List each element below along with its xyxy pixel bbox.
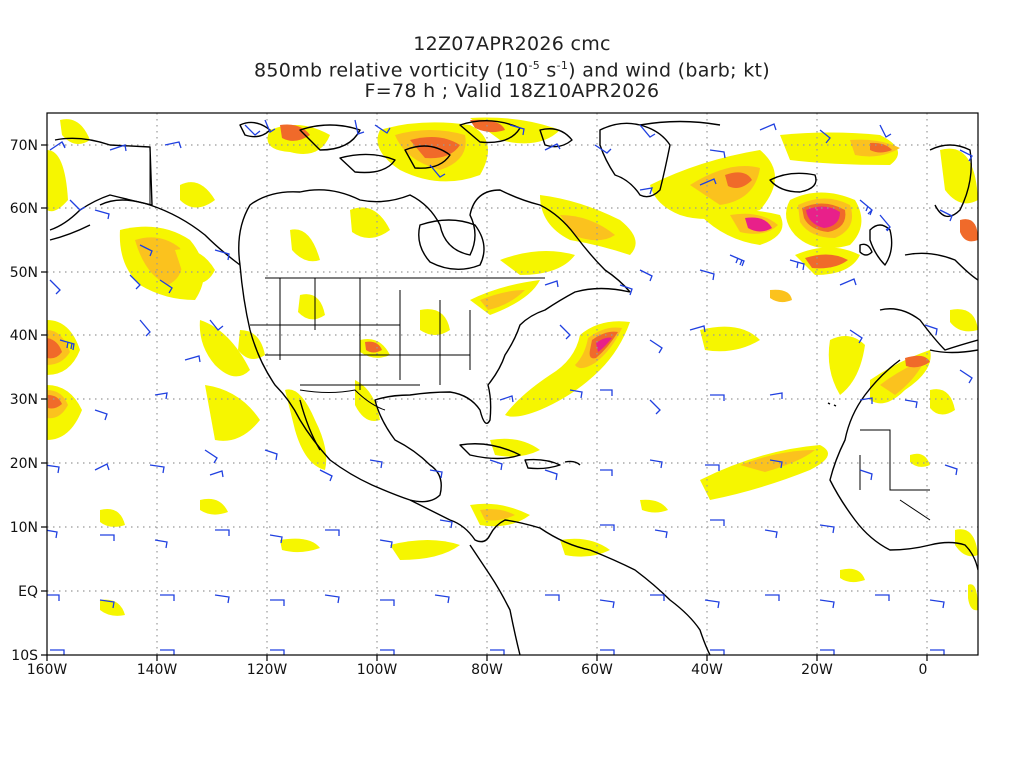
lon-label: 0 [919, 662, 928, 678]
lon-label: 20W [801, 662, 833, 678]
lat-lon-grid [47, 113, 978, 655]
lon-label: 120W [247, 662, 288, 678]
map-frame [46, 112, 979, 656]
longitude-labels: 160W 140W 120W 100W 80W 60W 40W 20W 0 [27, 662, 928, 678]
title-line-2: 850mb relative vorticity (10-5 s-1) and … [254, 59, 770, 82]
lon-label: 140W [137, 662, 178, 678]
lat-label: 40N [10, 328, 38, 344]
lat-label: 50N [10, 265, 38, 281]
lon-label: 100W [357, 662, 398, 678]
title-line-1: 12Z07APR2026 cmc [413, 33, 611, 55]
political-borders [149, 147, 931, 521]
latitude-labels: 70N 60N 50N 40N 30N 20N 10N EQ 10S [10, 138, 38, 664]
coastlines [49, 120, 978, 655]
lat-label: 10N [10, 520, 38, 536]
map-title: 12Z07APR2026 cmc 850mb relative vorticit… [0, 34, 1024, 102]
title-line-3: F=78 h ; Valid 18Z10APR2026 [364, 80, 660, 103]
lon-label: 40W [691, 662, 723, 678]
lat-label: 60N [10, 201, 38, 217]
lat-label: 20N [10, 456, 38, 472]
axis-ticks [41, 144, 928, 661]
lat-label: 30N [10, 392, 38, 408]
lon-label: 60W [581, 662, 613, 678]
lat-label: 10S [11, 648, 38, 664]
lat-label: EQ [18, 584, 38, 600]
lon-label: 160W [27, 662, 68, 678]
lat-label: 70N [10, 138, 38, 154]
lon-label: 80W [471, 662, 503, 678]
wind-barbs [47, 119, 973, 655]
